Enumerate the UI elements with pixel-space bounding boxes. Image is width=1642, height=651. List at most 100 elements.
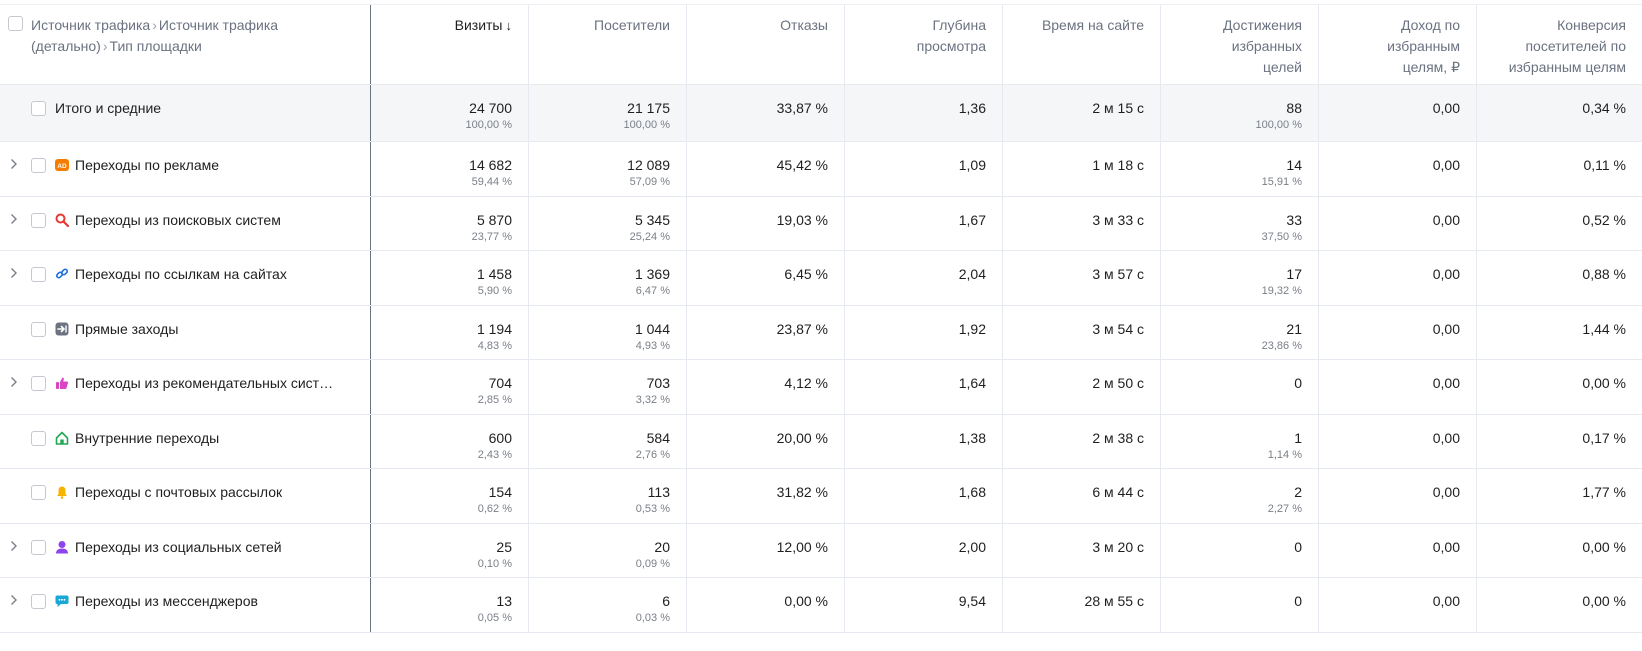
metric-cell-visitors: 6 0,03 % <box>529 578 687 632</box>
column-header-visits[interactable]: Визиты ↓ <box>371 5 529 84</box>
row-checkbox[interactable] <box>31 267 46 282</box>
metric-value: 1 194 <box>476 320 512 337</box>
total-cell: 24 700 100,00 % <box>371 85 529 141</box>
chevron-right-icon[interactable] <box>10 540 22 554</box>
row-checkbox[interactable] <box>31 101 46 116</box>
column-header-visitors[interactable]: Посетители <box>529 5 687 84</box>
dimension-level-3[interactable]: Тип площадки <box>109 38 202 54</box>
column-label: Доход по избранным целям, ₽ <box>1387 17 1460 75</box>
metric-cell-goals: 2 2,27 % <box>1161 469 1319 523</box>
metric-value: 5 345 <box>634 211 670 228</box>
chevron-right-icon[interactable] <box>10 158 22 172</box>
metric-cell-conversion: 0,17 % <box>1477 415 1642 469</box>
metric-value: 6,45 % <box>784 266 828 282</box>
dimension-level-2[interactable]: Источник трафика (детально) <box>31 17 279 54</box>
metric-value: 0,00 <box>1432 429 1460 446</box>
dimension-cell[interactable]: Внутренние переходы <box>0 414 371 468</box>
select-all-checkbox[interactable] <box>8 16 23 31</box>
row-label[interactable]: Переходы по ссылкам на сайтах <box>75 266 287 282</box>
metric-value: 1 м 18 с <box>1092 157 1144 173</box>
table-row[interactable]: Переходы из мессенджеров 13 0,05 % 6 0,03 % 0… <box>0 578 1642 633</box>
metric-percent: 23,86 % <box>1261 339 1302 352</box>
row-checkbox[interactable] <box>31 212 46 228</box>
chevron-right-icon[interactable] <box>10 213 22 227</box>
metric-percent: 0,53 % <box>635 503 670 515</box>
table-row[interactable]: Переходы с почтовых рассылок 154 0,62 % 113… <box>0 469 1642 524</box>
total-percent: 100,00 % <box>623 119 670 131</box>
metric-cell-goals: 0 <box>1161 578 1319 632</box>
row-checkbox[interactable] <box>31 158 46 173</box>
metric-cell-visits: 704 2,85 % <box>371 360 529 414</box>
table-row[interactable]: Переходы по ссылкам на сайтах 1 458 5,90 %… <box>0 251 1642 306</box>
metric-cell-time: 3 м 20 с <box>1003 523 1161 577</box>
chevron-right-icon[interactable] <box>10 267 22 281</box>
link-icon <box>55 267 69 281</box>
total-cell: 88 100,00 % <box>1161 85 1319 141</box>
row-label[interactable]: Внутренние переходы <box>75 429 220 446</box>
metric-percent: 57,09 % <box>629 176 670 188</box>
metric-cell-depth: 2,00 <box>845 523 1003 577</box>
table-row[interactable]: Переходы из рекомендательных сист… 704 2,8… <box>0 360 1642 415</box>
dimension-cell[interactable]: Переходы с почтовых рассылок <box>0 469 371 523</box>
metric-cell-conversion: 0,88 % <box>1477 251 1642 305</box>
totals-row: Итого и средние 24 700 100,00 % 21 175 100… <box>0 85 1642 142</box>
column-header-goals[interactable]: Достижения избранных целей <box>1161 5 1319 84</box>
dimension-breadcrumb[interactable]: Источник трафика › Источник трафика (детал… <box>31 15 331 57</box>
metric-cell-time: 3 м 54 с <box>1003 305 1161 359</box>
metric-cell-revenue: 0,00 <box>1319 523 1477 577</box>
column-header-bounces[interactable]: Отказы <box>687 5 845 84</box>
column-header-revenue[interactable]: Доход по избранным целям, ₽ <box>1319 5 1477 84</box>
dimension-level-1[interactable]: Источник трафика <box>31 17 151 33</box>
metric-cell-time: 2 м 38 с <box>1003 414 1161 468</box>
metric-percent: 0,09 % <box>635 557 670 570</box>
home-icon <box>55 431 69 445</box>
row-checkbox[interactable] <box>31 485 46 500</box>
table-row[interactable]: Прямые заходы 1 194 4,83 % 1 044 4,93 % 23,87… <box>0 305 1642 360</box>
table-row[interactable]: Переходы из социальных сетей 25 0,10 % 20 0,… <box>0 523 1642 578</box>
row-checkbox[interactable] <box>31 430 46 446</box>
metric-percent: 0,05 % <box>477 612 512 624</box>
table-row[interactable]: Внутренние переходы 600 2,43 % 584 2,76 % 20,… <box>0 414 1642 469</box>
row-label[interactable]: Переходы по рекламе <box>75 157 220 173</box>
dimension-cell[interactable]: Переходы из рекомендательных сист… <box>0 360 371 414</box>
row-label[interactable]: Переходы из социальных сетей <box>75 538 282 555</box>
metric-value: 0,00 <box>1432 375 1460 391</box>
chevron-right-icon[interactable] <box>10 594 22 608</box>
column-header-time[interactable]: Время на сайте <box>1003 5 1161 84</box>
row-checkbox[interactable] <box>31 321 46 337</box>
table-row[interactable]: Переходы из поисковых систем 5 870 23,77 %… <box>0 196 1642 251</box>
metric-value: 1,64 <box>958 375 986 391</box>
metric-cell-bounces: 12,00 % <box>687 523 845 577</box>
metric-value: 20,00 % <box>776 429 828 446</box>
chevron-right-icon[interactable] <box>10 376 22 390</box>
metric-value: 20 <box>654 538 670 555</box>
metric-value: 12,00 % <box>776 538 828 555</box>
column-header-conversion[interactable]: Конверсия посетителей по избранным целям <box>1477 5 1642 84</box>
dimension-cell[interactable]: Прямые заходы <box>0 305 371 359</box>
dimension-cell[interactable]: AD Переходы по рекламе <box>0 142 371 196</box>
metric-value: 703 <box>646 375 670 391</box>
row-label[interactable]: Переходы из мессенджеров <box>75 593 258 609</box>
row-label[interactable]: Переходы с почтовых рассылок <box>75 484 283 500</box>
metric-cell-goals: 17 19,32 % <box>1161 251 1319 305</box>
row-checkbox[interactable] <box>31 539 46 555</box>
total-cell: 0,00 <box>1319 85 1477 141</box>
column-header-depth[interactable]: Глубина просмотра <box>845 5 1003 84</box>
bell-icon <box>55 485 69 499</box>
metric-value: 0,00 <box>1432 593 1460 609</box>
dimension-cell[interactable]: Переходы по ссылкам на сайтах <box>0 251 371 305</box>
table-row[interactable]: AD Переходы по рекламе 14 682 59,44 % 12 089… <box>0 142 1642 197</box>
metric-value: 1,77 % <box>1582 484 1626 500</box>
row-label[interactable]: Переходы из рекомендательных сист… <box>75 375 334 391</box>
dimension-cell[interactable]: Переходы из социальных сетей <box>0 523 371 577</box>
metric-cell-visitors: 12 089 57,09 % <box>529 142 687 196</box>
dimension-cell[interactable]: Переходы из поисковых систем <box>0 196 371 250</box>
dimension-cell[interactable]: Переходы из мессенджеров <box>0 578 371 632</box>
column-label: Достижения избранных целей <box>1223 17 1302 75</box>
row-label[interactable]: Прямые заходы <box>75 320 179 337</box>
metric-value: 0,00 % <box>1582 593 1626 609</box>
metric-value: 1,68 <box>958 484 986 500</box>
row-checkbox[interactable] <box>31 376 46 391</box>
row-label[interactable]: Переходы из поисковых систем <box>75 211 281 228</box>
row-checkbox[interactable] <box>31 594 46 609</box>
